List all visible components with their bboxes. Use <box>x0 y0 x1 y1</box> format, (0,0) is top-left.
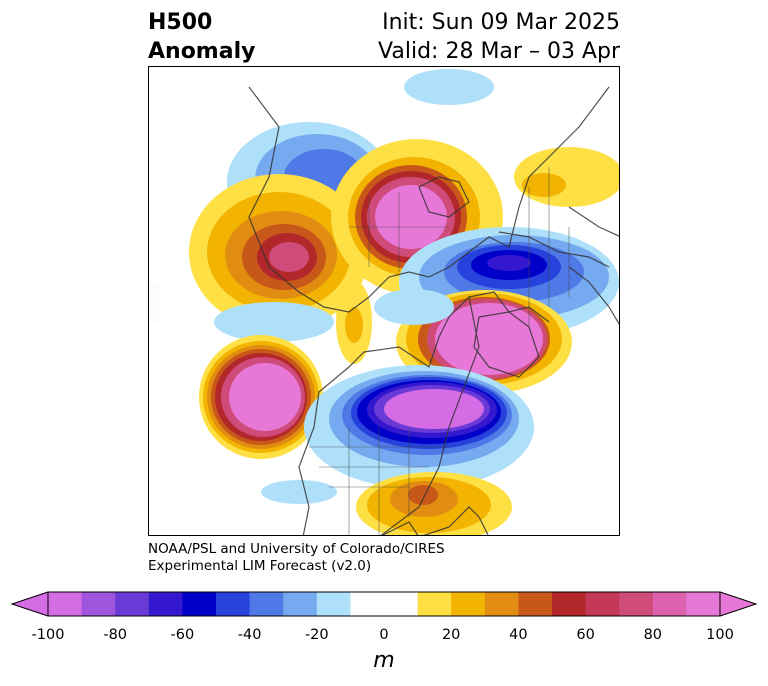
colorbar-bin <box>249 592 284 616</box>
colorbar-tick-label: -80 <box>103 627 128 643</box>
colorbar-tick-label: 0 <box>379 627 389 643</box>
colorbar-bin <box>350 592 385 616</box>
political-borders <box>309 167 570 535</box>
ridge-east-asia <box>189 174 369 330</box>
colorbar-bin <box>148 592 183 616</box>
colorbar-tick-label: 40 <box>509 627 528 643</box>
colorbar-bin <box>585 592 620 616</box>
colorbar-units: m <box>373 648 395 673</box>
credit: NOAA/PSL and University of Colorado/CIRE… <box>148 541 445 575</box>
colorbar-tick-label: 20 <box>441 627 461 643</box>
colorbar-tick-label: -20 <box>304 627 329 643</box>
valid-date-range: Valid: 28 Mar – 03 Apr <box>378 39 620 64</box>
ridge-ne-pacific <box>199 335 323 459</box>
colorbar-bin <box>652 592 687 616</box>
ridge-southeast-us <box>356 472 512 535</box>
colorbar-bin <box>451 592 486 616</box>
title-right: Init: Sun 09 Mar 2025 Valid: 28 Mar – 03… <box>378 8 620 66</box>
weak-negative-band <box>214 289 454 342</box>
map-canvas <box>149 69 619 535</box>
colorbar-bin <box>48 592 83 616</box>
colorbar-tick-label: 100 <box>706 627 734 643</box>
colorbar <box>10 591 758 617</box>
colorbar-bin <box>216 592 251 616</box>
colorbar-bin <box>552 592 587 616</box>
colorbar-tick-label: 80 <box>643 627 663 643</box>
colorbar-bin <box>384 592 419 616</box>
coastlines <box>248 86 619 535</box>
colorbar-bin <box>316 592 351 616</box>
colorbar-bin <box>283 592 318 616</box>
colorbar-bin <box>417 592 452 616</box>
title-left: H500 Anomaly <box>148 8 255 66</box>
credit-line-2: Experimental LIM Forecast (v2.0) <box>148 558 372 574</box>
colorbar-bin <box>182 592 217 616</box>
colorbar-extend-high <box>719 591 758 617</box>
trough-canada <box>261 365 534 504</box>
colorbar-tick-label: -40 <box>237 627 262 643</box>
colorbar-bin <box>484 592 519 616</box>
colorbar-bin <box>81 592 116 616</box>
colorbar-tick-label: -100 <box>31 627 65 643</box>
colorbar-tick-label: 60 <box>576 627 595 643</box>
colorbar-tick-label: -60 <box>170 627 195 643</box>
anomaly-map <box>148 66 620 536</box>
anomaly-label: Anomaly <box>148 39 256 64</box>
colorbar-bin <box>619 592 654 616</box>
init-date: Init: Sun 09 Mar 2025 <box>382 10 620 35</box>
colorbar-bin <box>686 592 721 616</box>
colorbar-frame <box>47 591 721 617</box>
credit-line-1: NOAA/PSL and University of Colorado/CIRE… <box>148 541 445 557</box>
variable-label: H500 <box>148 10 213 35</box>
colorbar-extend-low <box>10 591 49 617</box>
colorbar-bin <box>115 592 150 616</box>
colorbar-bin <box>518 592 553 616</box>
